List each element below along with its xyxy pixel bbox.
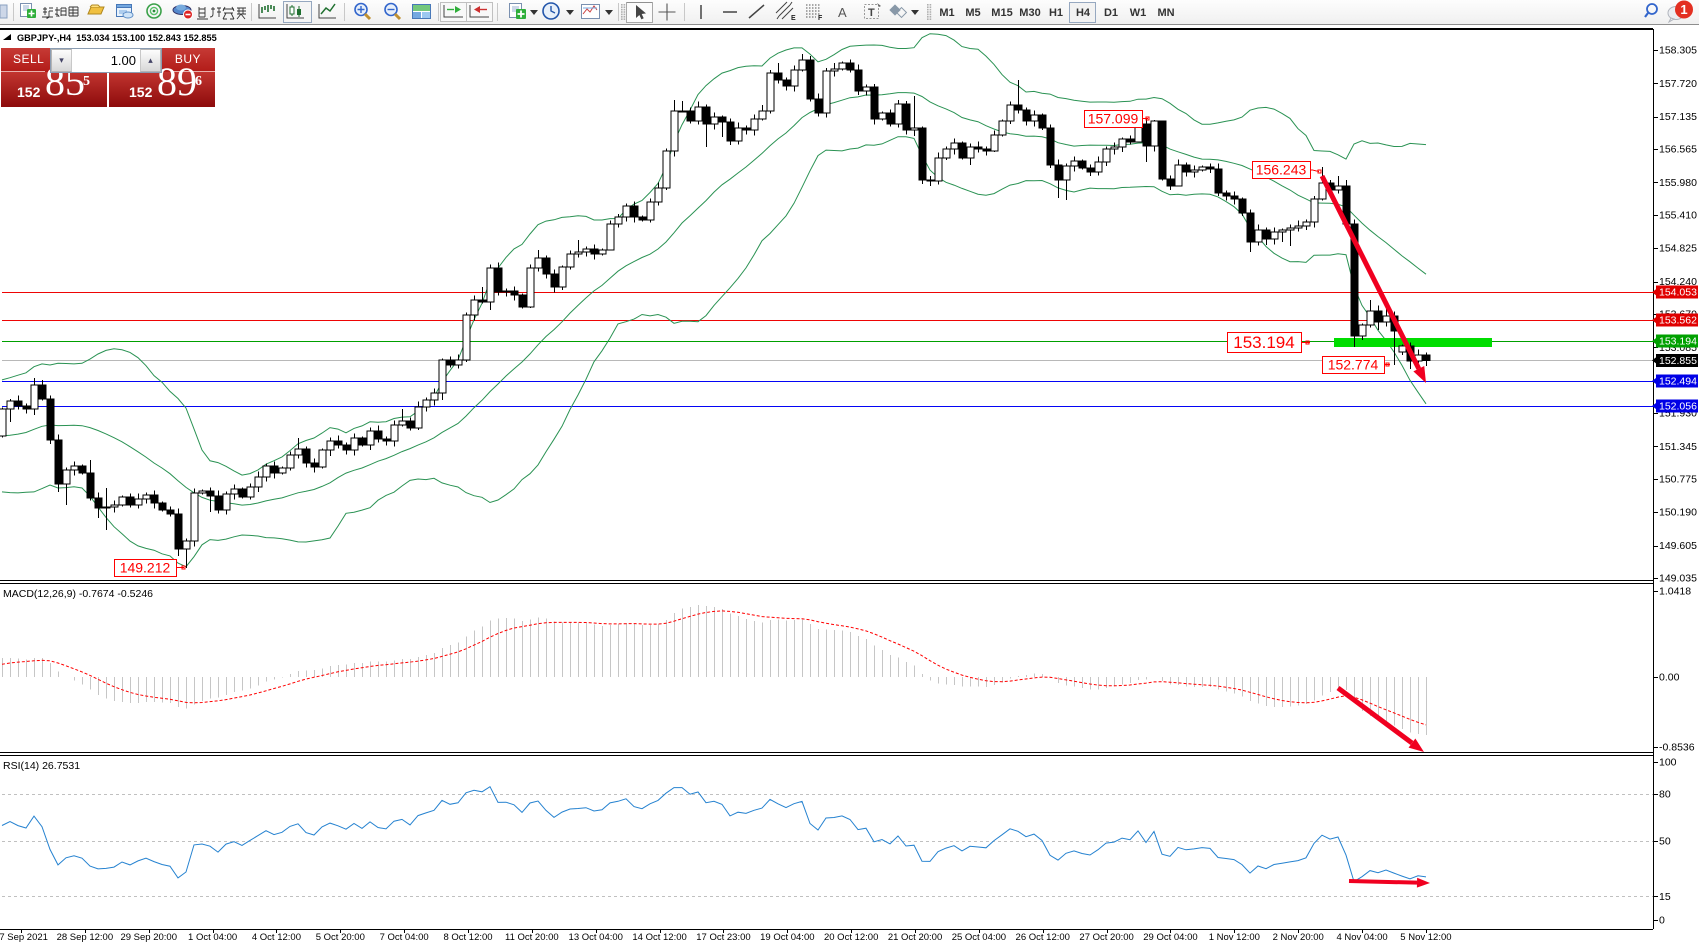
svg-text:154.240: 154.240 <box>1659 276 1697 288</box>
svg-text:2 Nov 20:00: 2 Nov 20:00 <box>1273 932 1324 943</box>
svg-text:28 Sep 12:00: 28 Sep 12:00 <box>57 932 114 943</box>
svg-text:155.410: 155.410 <box>1659 209 1697 221</box>
svg-text:27 Oct 20:00: 27 Oct 20:00 <box>1079 932 1133 943</box>
svg-text:152.774: 152.774 <box>1328 357 1379 373</box>
svg-text:26 Oct 12:00: 26 Oct 12:00 <box>1016 932 1070 943</box>
svg-text:1.0418: 1.0418 <box>1659 586 1691 598</box>
svg-text:29 Sep 20:00: 29 Sep 20:00 <box>120 932 177 943</box>
svg-text:5 Oct 20:00: 5 Oct 20:00 <box>316 932 365 943</box>
svg-text:150.775: 150.775 <box>1659 473 1697 485</box>
svg-text:13 Oct 04:00: 13 Oct 04:00 <box>569 932 623 943</box>
svg-text:0.00: 0.00 <box>1659 672 1680 684</box>
svg-text:1 Oct 04:00: 1 Oct 04:00 <box>188 932 237 943</box>
svg-text:5 Nov 12:00: 5 Nov 12:00 <box>1400 932 1451 943</box>
svg-text:150.190: 150.190 <box>1659 507 1697 519</box>
svg-text:153.194: 153.194 <box>1233 333 1294 352</box>
svg-text:15: 15 <box>1659 891 1671 903</box>
svg-text:H1: H1 <box>1049 7 1063 19</box>
svg-text:0: 0 <box>1659 915 1665 927</box>
svg-text:50: 50 <box>1659 836 1671 848</box>
svg-text:T: T <box>868 7 875 19</box>
svg-text:158.305: 158.305 <box>1659 45 1697 57</box>
svg-text:152.855: 152.855 <box>1659 355 1697 367</box>
svg-text:21 Oct 20:00: 21 Oct 20:00 <box>888 932 942 943</box>
svg-text:F: F <box>818 15 823 22</box>
svg-text:152.494: 152.494 <box>1659 375 1697 387</box>
svg-text:154.825: 154.825 <box>1659 243 1697 255</box>
svg-text:20 Oct 12:00: 20 Oct 12:00 <box>824 932 878 943</box>
svg-text:1 Nov 12:00: 1 Nov 12:00 <box>1209 932 1260 943</box>
svg-text:152.056: 152.056 <box>1659 400 1697 412</box>
svg-text:155.980: 155.980 <box>1659 177 1697 189</box>
svg-text:17 Oct 23:00: 17 Oct 23:00 <box>696 932 750 943</box>
svg-text:151.345: 151.345 <box>1659 441 1697 453</box>
svg-text:149.212: 149.212 <box>120 560 171 576</box>
svg-text:153.194: 153.194 <box>1659 336 1697 348</box>
svg-text:M30: M30 <box>1019 7 1040 19</box>
svg-text:M15: M15 <box>991 7 1012 19</box>
svg-text:GBPJPY-,H4 153.034 153.100 15: GBPJPY-,H4 153.034 153.100 152.843 152.8… <box>17 33 217 43</box>
svg-text:A: A <box>838 5 847 20</box>
svg-text:156.243: 156.243 <box>1256 162 1307 178</box>
svg-text:19 Oct 04:00: 19 Oct 04:00 <box>760 932 814 943</box>
svg-text:W1: W1 <box>1130 7 1147 19</box>
svg-text:149.605: 149.605 <box>1659 540 1697 552</box>
svg-text:D1: D1 <box>1104 7 1118 19</box>
svg-text:14 Oct 12:00: 14 Oct 12:00 <box>632 932 686 943</box>
svg-text:4 Nov 04:00: 4 Nov 04:00 <box>1336 932 1387 943</box>
svg-text:27 Sep 2021: 27 Sep 2021 <box>0 932 48 943</box>
svg-text:29 Oct 04:00: 29 Oct 04:00 <box>1143 932 1197 943</box>
svg-text:11 Oct 20:00: 11 Oct 20:00 <box>505 932 559 943</box>
svg-text:7 Oct 04:00: 7 Oct 04:00 <box>380 932 429 943</box>
svg-text:MN: MN <box>1157 7 1174 19</box>
svg-text:MACD(12,26,9) -0.7674 -0.5246: MACD(12,26,9) -0.7674 -0.5246 <box>3 588 153 600</box>
svg-text:E: E <box>791 15 796 22</box>
svg-text:157.135: 157.135 <box>1659 111 1697 123</box>
svg-text:156.565: 156.565 <box>1659 144 1697 156</box>
svg-text:154.053: 154.053 <box>1659 287 1697 299</box>
svg-text:M1: M1 <box>939 7 954 19</box>
svg-text:100: 100 <box>1659 757 1677 769</box>
svg-text:157.720: 157.720 <box>1659 78 1697 90</box>
svg-text:149.035: 149.035 <box>1659 573 1697 585</box>
svg-text:4 Oct 12:00: 4 Oct 12:00 <box>252 932 301 943</box>
svg-text:H4: H4 <box>1076 7 1091 19</box>
svg-text:-0.8536: -0.8536 <box>1659 742 1695 754</box>
svg-text:M5: M5 <box>965 7 980 19</box>
svg-text:RSI(14) 26.7531: RSI(14) 26.7531 <box>3 760 80 772</box>
svg-text:8 Oct 12:00: 8 Oct 12:00 <box>443 932 492 943</box>
svg-text:25 Oct 04:00: 25 Oct 04:00 <box>952 932 1006 943</box>
svg-text:1: 1 <box>1680 2 1687 17</box>
svg-text:157.099: 157.099 <box>1088 111 1139 127</box>
svg-text:153.562: 153.562 <box>1659 315 1697 327</box>
svg-text:80: 80 <box>1659 788 1671 800</box>
